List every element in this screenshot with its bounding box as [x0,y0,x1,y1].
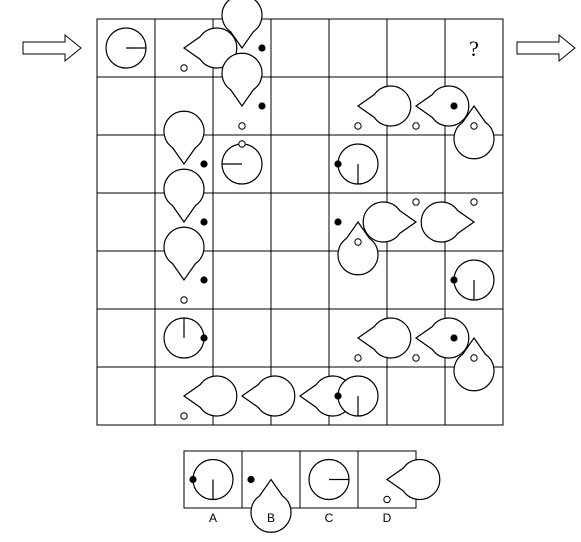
option-label: B [267,511,275,525]
grid-cell-r2-c4 [334,143,379,185]
grid-cell-r0-c6: ? [469,36,479,61]
pacman-shape [362,201,418,243]
option-c[interactable]: C [308,458,350,526]
grid-cell-r4-c6 [450,259,495,301]
pacman-shape [163,168,205,224]
hollow-dot [180,296,188,304]
grid-cell-r5-c6 [450,334,495,392]
grid-cell-r5-c5 [412,317,470,362]
arrows [22,33,576,63]
solid-dot [450,276,458,284]
answer-options: A B C D [183,450,441,533]
grid-cell-r5-c1 [163,317,208,359]
arrow-right-icon [516,33,576,63]
option-label: D [383,511,392,525]
hollow-dot [470,122,478,130]
pacman-shape [414,85,470,127]
solid-dot [200,276,208,284]
puzzle-grid: ? [96,0,504,426]
solid-dot [247,475,255,484]
hollow-dot [354,238,362,246]
pacman-shape [221,52,263,108]
option-c-figure [308,458,350,501]
pacman-shape [221,0,263,50]
hollow-dot [412,354,420,362]
pacman-shape [453,104,495,160]
pacman-shape [414,317,470,359]
solid-dot [258,102,266,110]
pacman-shape [356,85,412,127]
grid-cell-r3-c5 [362,198,420,243]
option-label: A [209,511,217,525]
question-mark: ? [469,36,479,61]
pacman-shape [163,110,205,166]
pacman-shape [182,375,238,417]
hollow-dot [354,122,362,130]
hollow-dot [412,122,420,130]
option-b[interactable]: B [247,475,292,533]
grid-cell-r3-c1 [163,168,208,246]
grid-cell-r3-c6 [420,198,478,243]
arrow-right-icon [22,33,82,63]
grid-cell-r0-c0 [105,27,147,69]
option-d[interactable]: D [383,458,441,526]
hollow-dot [238,140,246,148]
option-b-figure [247,475,292,533]
hollow-dot [180,64,188,72]
pacman-shape [182,27,238,69]
grid-cell-r6-c1 [180,375,238,420]
grid-cell-r6-c2 [240,375,296,417]
pacman-shape [356,317,412,359]
option-a[interactable]: A [189,458,234,526]
option-label: C [325,511,334,525]
grid-cell-r1-c2 [221,52,266,130]
solid-dot [334,160,342,168]
hollow-dot [354,354,362,362]
solid-dot [200,218,208,226]
pacman-shape [453,336,495,392]
solid-dot [334,392,342,400]
solid-dot [189,475,197,484]
pacman-shape [250,478,292,533]
option-d-figure [383,458,441,504]
grid-cell-r0-c1 [180,27,238,72]
hollow-dot [470,354,478,362]
solid-dot [334,218,342,226]
solid-dot [258,44,266,52]
grid-cell-r5-c4 [354,317,412,362]
solid-dot [200,334,208,342]
option-a-figure [189,458,234,501]
grid-cell-r6-c4 [334,375,379,417]
pacman-shape [163,226,205,282]
grid-cell-r1-c5 [412,85,470,130]
grid-cell-r4-c1 [163,226,208,304]
solid-dot [200,160,208,168]
hollow-dot [383,495,391,504]
pacman-shape [385,458,441,501]
hollow-dot [470,198,478,206]
grid-cell-r1-c6 [450,102,495,160]
pacman-shape [240,375,296,417]
pacman-shape [420,201,476,243]
hollow-dot [238,122,246,130]
hollow-dot [180,412,188,420]
grid-cell-r1-c4 [354,85,412,130]
hollow-dot [412,198,420,206]
grid-cell-r3-c4 [334,218,379,276]
solid-dot [450,334,458,342]
solid-dot [450,102,458,110]
pacman-shape [337,220,379,276]
grid-cell-r2-c2 [221,140,263,185]
